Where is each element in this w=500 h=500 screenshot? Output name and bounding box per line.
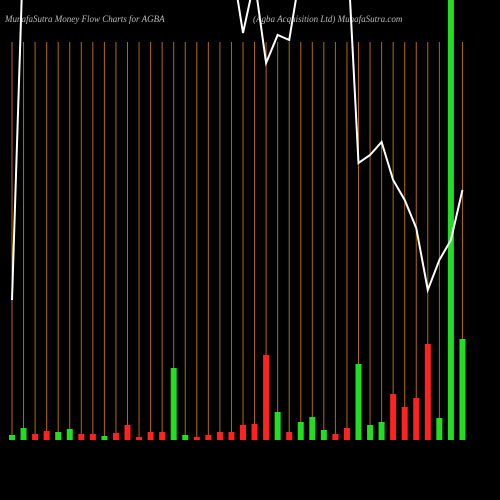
chart-title: MunafaSutra Money Flow Charts for AGBA: [4, 14, 165, 24]
bar: [216, 432, 223, 440]
bar: [32, 434, 39, 440]
bar: [309, 417, 316, 440]
bar: [263, 355, 270, 440]
bar: [43, 431, 50, 440]
bar: [424, 344, 431, 440]
bar: [182, 435, 189, 440]
bar: [355, 364, 362, 440]
bar: [251, 424, 258, 440]
bar: [159, 432, 166, 440]
bar: [343, 428, 350, 440]
bar: [320, 430, 327, 440]
bar: [413, 398, 420, 440]
bar: [112, 433, 119, 440]
bar: [447, 0, 454, 440]
bar: [101, 436, 108, 440]
bar: [332, 434, 339, 440]
bar: [378, 422, 385, 440]
money-flow-line: [11, 0, 464, 301]
bar: [274, 412, 281, 440]
bar: [170, 368, 177, 440]
bar: [55, 432, 62, 440]
bar: [228, 432, 235, 440]
bar: [20, 428, 27, 440]
bar: [89, 434, 96, 440]
bar: [367, 425, 374, 440]
bar: [390, 394, 397, 440]
bar: [147, 432, 154, 440]
bar: [9, 435, 15, 440]
chart-subtitle: (Agba Acquisition Ltd) MunafaSutra.com: [253, 14, 403, 24]
bar: [66, 429, 73, 440]
bar: [286, 432, 293, 440]
bar: [436, 418, 443, 440]
bar: [459, 339, 466, 440]
bar: [193, 437, 200, 440]
bar: [401, 407, 408, 440]
bar: [205, 435, 212, 440]
bar: [78, 434, 85, 440]
bar: [136, 437, 143, 440]
bar: [240, 425, 246, 440]
bar: [124, 425, 131, 440]
bar: [297, 422, 304, 440]
